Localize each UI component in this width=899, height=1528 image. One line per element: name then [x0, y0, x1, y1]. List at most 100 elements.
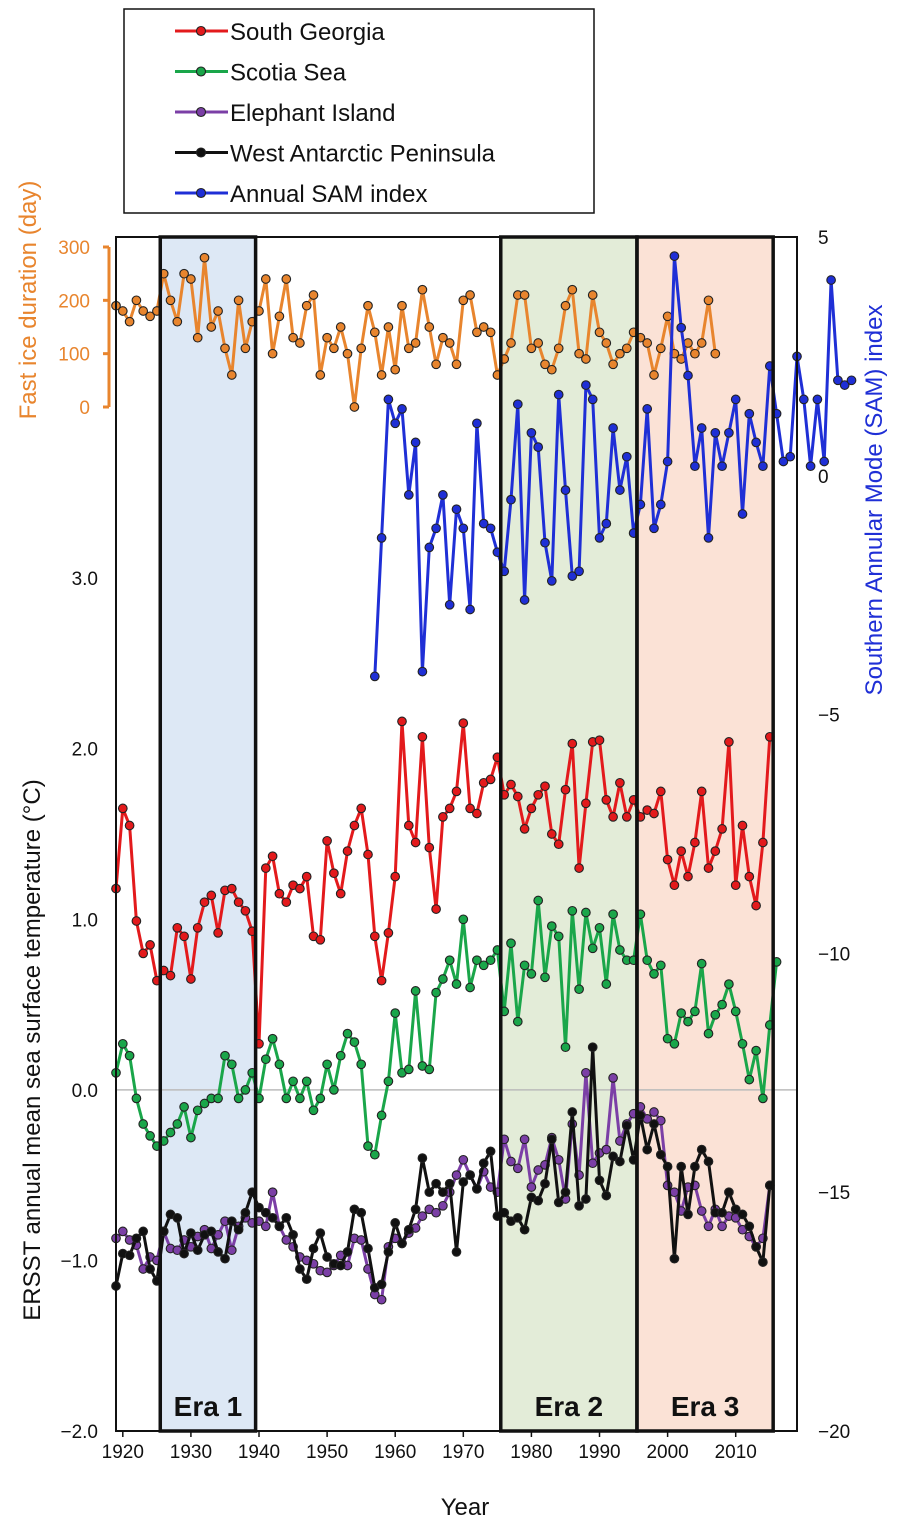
sam-index-point-2020 [798, 394, 809, 405]
scotia-sea-point-2010 [730, 1006, 741, 1017]
south-georgia-point-1951 [329, 868, 339, 879]
elephant-island-point-1970 [458, 1154, 469, 1165]
scotia-sea-point-1923 [138, 1119, 149, 1129]
sam-index-point-2022 [812, 394, 823, 405]
south-georgia-point-2001 [669, 880, 680, 891]
sam-index-point-1959 [383, 394, 394, 405]
south-georgia-point-2005 [696, 786, 707, 797]
south-georgia-point-1981 [533, 789, 544, 800]
elephant-island-point-2008 [717, 1221, 727, 1232]
west-antarctic-peninsula-point-1962 [403, 1224, 414, 1235]
south-georgia-point-1950 [322, 835, 332, 846]
south-georgia-point-1937 [233, 897, 244, 908]
west-antarctic-peninsula-point-1947 [301, 1274, 312, 1285]
west-antarctic-peninsula-point-1993 [615, 1156, 625, 1167]
south-georgia-point-1922 [131, 916, 142, 926]
west-antarctic-peninsula-point-1924 [145, 1264, 155, 1274]
sam-index-point-2001 [669, 251, 680, 261]
elephant-island-point-1977 [506, 1156, 516, 1167]
x-tick-label: 1990 [578, 1442, 620, 1463]
sam-index-point-1977 [506, 494, 516, 505]
fast-ice-point-1947 [301, 300, 312, 311]
south-georgia-point-1971 [465, 803, 475, 814]
fast-ice-point-1943 [274, 311, 285, 322]
y-axis-left-label: ERSST annual mean sea surface temperatur… [19, 779, 46, 1320]
west-antarctic-peninsula-point-1972 [472, 1183, 482, 1194]
scotia-sea-point-1944 [281, 1093, 292, 1104]
west-antarctic-peninsula-point-1978 [512, 1212, 523, 1223]
legend-label: Elephant Island [230, 100, 395, 127]
fast-ice-point-1967 [438, 332, 448, 343]
fast-ice-point-2000 [662, 311, 673, 322]
south-georgia-point-1962 [403, 820, 414, 831]
west-antarctic-peninsula-point-2006 [703, 1156, 714, 1167]
fast-ice-point-1929 [179, 268, 189, 279]
fast-ice-point-1946 [295, 338, 305, 348]
sam-index-point-1982 [540, 537, 550, 548]
scotia-sea-point-1927 [165, 1127, 176, 1138]
west-antarctic-peninsula-point-1989 [587, 1042, 598, 1053]
sam-index-point-2000 [662, 456, 673, 467]
west-antarctic-peninsula-point-1959 [383, 1247, 394, 1257]
south-georgia-point-1983 [546, 829, 557, 839]
south-georgia-point-2002 [676, 846, 687, 856]
south-georgia-point-1920 [117, 803, 128, 814]
scotia-sea-point-1969 [451, 979, 462, 989]
fast-ice-point-1924 [145, 311, 155, 322]
y-axis-fast-ice-label: Fast ice duration (day) [15, 181, 42, 420]
elephant-island-point-2005 [696, 1206, 707, 1216]
south-georgia-point-1931 [192, 922, 203, 933]
fast-ice-tick-label: 200 [58, 291, 90, 312]
fast-ice-point-1938 [240, 343, 251, 354]
era-label-1: Era 1 [174, 1391, 243, 1422]
scotia-sea-point-1974 [485, 955, 496, 966]
fast-ice-point-1965 [424, 322, 435, 332]
scotia-sea-point-1972 [472, 955, 482, 966]
elephant-island-point-1964 [417, 1211, 428, 1221]
fast-ice-point-1968 [444, 338, 455, 348]
sam-index-point-1981 [533, 442, 544, 452]
south-georgia-point-1985 [560, 784, 571, 795]
fast-ice-point-1987 [574, 348, 584, 359]
x-tick-label: 2010 [715, 1442, 757, 1463]
west-antarctic-peninsula-point-2003 [683, 1209, 693, 1220]
era-label-2: Era 2 [535, 1391, 604, 1422]
fast-ice-point-1927 [165, 295, 176, 306]
legend-swatch-marker [195, 187, 207, 199]
fast-ice-point-1994 [621, 343, 632, 354]
sam-index-point-2005 [696, 423, 707, 433]
fast-ice-point-1992 [608, 359, 618, 370]
fast-ice-point-1923 [138, 306, 149, 316]
scotia-sea-point-1999 [655, 960, 666, 971]
scotia-sea-point-1991 [601, 979, 612, 989]
scotia-sea-point-1966 [431, 987, 441, 998]
scotia-sea-point-1948 [308, 1105, 319, 1116]
fast-ice-point-2005 [696, 338, 707, 348]
scotia-sea-point-1955 [356, 1059, 367, 1070]
sam-index-point-1987 [574, 566, 584, 577]
x-tick-label: 1930 [170, 1442, 212, 1463]
legend-label: Annual SAM index [230, 181, 427, 208]
south-georgia-point-1968 [444, 803, 455, 814]
sam-index-point-2006 [703, 533, 714, 543]
sam-index-point-2017 [778, 456, 789, 467]
fast-ice-point-1984 [553, 343, 564, 354]
fast-ice-point-1969 [451, 359, 462, 370]
west-antarctic-peninsula-point-1979 [519, 1224, 530, 1235]
scotia-sea-point-1979 [519, 960, 530, 971]
west-antarctic-peninsula-point-1945 [288, 1229, 298, 1240]
south-georgia-point-1984 [553, 839, 564, 850]
sam-index-point-1968 [444, 599, 455, 610]
sam-index-point-1999 [655, 499, 666, 510]
sam-index-point-1978 [512, 399, 523, 410]
sam-index-point-1992 [608, 423, 618, 433]
fast-ice-point-1983 [546, 364, 557, 375]
scotia-sea-point-1998 [649, 969, 659, 979]
fast-ice-point-1928 [172, 316, 183, 327]
x-axis-label: Year [441, 1494, 490, 1521]
fast-ice-point-1990 [594, 327, 605, 338]
sam-index-point-2004 [690, 461, 700, 472]
era-shading-layer [160, 237, 774, 1431]
fast-ice-point-1991 [601, 338, 612, 348]
west-antarctic-peninsula-point-1969 [451, 1247, 462, 1257]
